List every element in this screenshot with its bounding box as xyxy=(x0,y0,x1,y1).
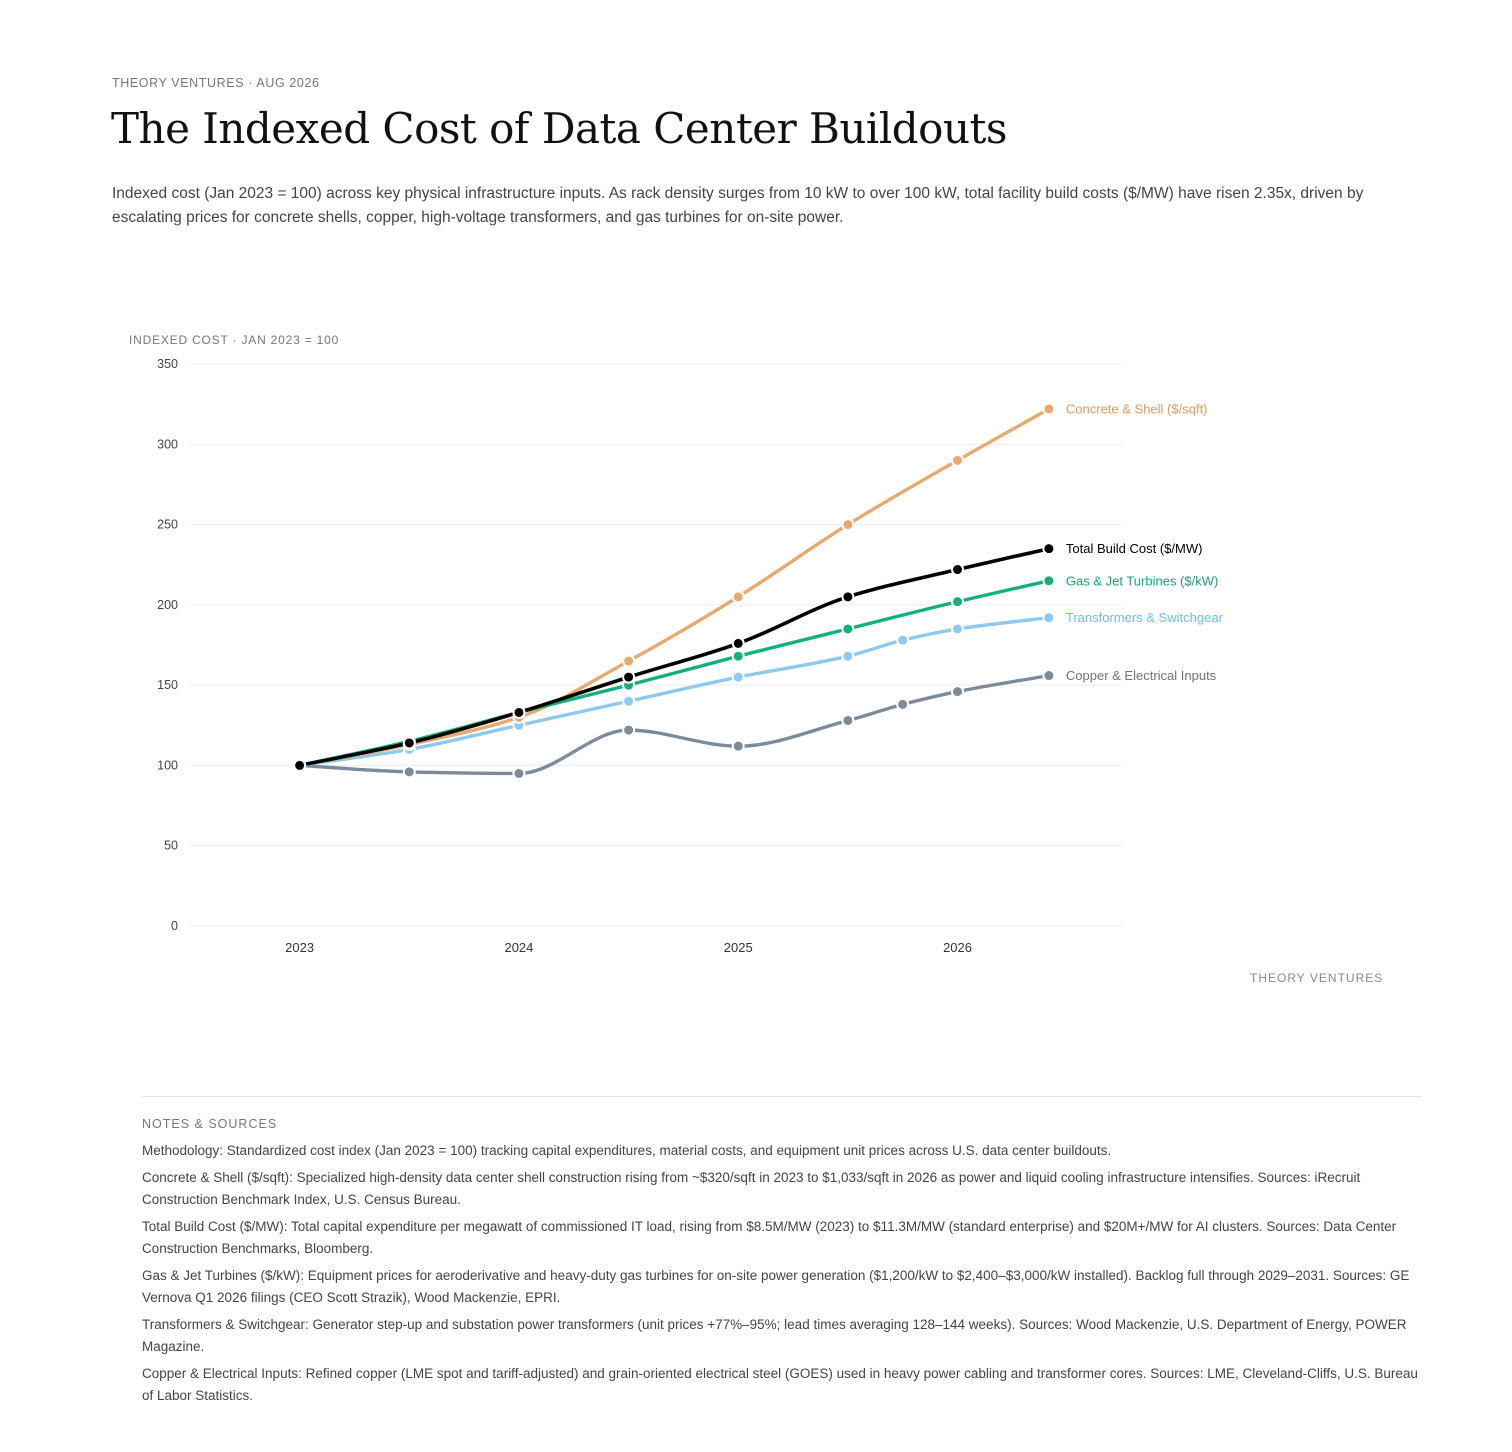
data-point-transformers-switchgear xyxy=(841,649,855,663)
note-copper: Copper & Electrical Inputs: Refined copp… xyxy=(142,1366,1418,1403)
series-label-copper-electrical-inputs: Copper & Electrical Inputs xyxy=(1066,668,1217,683)
data-point-gas-jet-turbines-kw xyxy=(1042,574,1056,588)
data-point-transformers-switchgear xyxy=(622,694,636,708)
series-label-concrete-shell-sqft: Concrete & Shell ($/sqft) xyxy=(1066,401,1208,416)
x-tick-label: 2025 xyxy=(724,940,753,955)
y-tick-label: 0 xyxy=(171,919,178,933)
series-lines xyxy=(297,407,1051,776)
data-point-copper-electrical-inputs xyxy=(951,685,965,699)
data-point-concrete-shell-sqft xyxy=(1042,402,1056,416)
data-point-total-build-cost-mw xyxy=(731,636,745,650)
series-points xyxy=(293,402,1056,780)
axes: 0 50 100 150 200 250 300 350 INDEXED COST · JAN … xyxy=(129,333,972,955)
note-concrete: Concrete & Shell ($/sqft): Specialized h… xyxy=(142,1170,1361,1207)
data-point-transformers-switchgear xyxy=(951,622,965,636)
note-methodology: Methodology: Standardized cost index (Ja… xyxy=(142,1143,1112,1158)
note-turbines: Gas & Jet Turbines ($/kW): Equipment pri… xyxy=(142,1268,1410,1305)
data-point-gas-jet-turbines-kw xyxy=(951,595,965,609)
subtitle: Indexed cost (Jan 2023 = 100) across key… xyxy=(112,185,1364,226)
data-point-concrete-shell-sqft xyxy=(841,518,855,532)
gridlines xyxy=(190,363,1122,927)
y-tick-label: 250 xyxy=(157,518,178,532)
series-line-total-build-cost-mw xyxy=(297,546,1051,768)
data-point-copper-electrical-inputs xyxy=(622,723,636,737)
data-point-concrete-shell-sqft xyxy=(622,654,636,668)
note-total-build: Total Build Cost ($/MW): Total capital e… xyxy=(142,1219,1397,1256)
data-point-total-build-cost-mw xyxy=(841,590,855,604)
eyebrow: THEORY VENTURES · AUG 2026 xyxy=(112,76,320,90)
data-point-copper-electrical-inputs xyxy=(896,697,910,711)
notes-section: NOTES & SOURCES Methodology: Standardize… xyxy=(142,1096,1422,1412)
data-point-transformers-switchgear xyxy=(1042,611,1056,625)
watermark: THEORY VENTURES xyxy=(1250,971,1384,985)
line-chart: 0 50 100 150 200 250 300 350 INDEXED COST · JAN … xyxy=(129,333,1224,955)
series-label-transformers-switchgear: Transformers & Switchgear xyxy=(1066,610,1224,625)
series-line-transformers-switchgear xyxy=(297,616,1051,768)
data-point-transformers-switchgear xyxy=(731,670,745,684)
y-tick-label: 300 xyxy=(157,437,178,451)
series-labels: Copper & Electrical Inputs Transformers &… xyxy=(1066,401,1224,683)
data-point-total-build-cost-mw xyxy=(402,736,416,750)
y-tick-label: 150 xyxy=(157,678,178,692)
y-tick-label: 100 xyxy=(157,758,178,772)
data-point-gas-jet-turbines-kw xyxy=(841,622,855,636)
data-point-copper-electrical-inputs xyxy=(402,765,416,779)
x-tick-label: 2024 xyxy=(504,940,533,955)
data-point-total-build-cost-mw xyxy=(951,563,965,577)
data-point-gas-jet-turbines-kw xyxy=(731,649,745,663)
data-point-copper-electrical-inputs xyxy=(512,766,526,780)
y-axis-label: INDEXED COST · JAN 2023 = 100 xyxy=(129,333,339,347)
series-label-total-build-cost-mw: Total Build Cost ($/MW) xyxy=(1066,541,1203,556)
data-point-concrete-shell-sqft xyxy=(951,453,965,467)
series-line-copper-electrical-inputs xyxy=(297,673,1051,776)
y-tick-label: 350 xyxy=(157,357,178,371)
notes-title: NOTES & SOURCES xyxy=(142,1117,278,1131)
x-tick-label: 2026 xyxy=(943,940,972,955)
series-label-gas-jet-turbines-kw: Gas & Jet Turbines ($/kW) xyxy=(1066,573,1218,588)
data-point-total-build-cost-mw xyxy=(1042,542,1056,556)
note-transformers: Transformers & Switchgear: Generator ste… xyxy=(142,1317,1407,1354)
data-point-copper-electrical-inputs xyxy=(841,713,855,727)
data-point-copper-electrical-inputs xyxy=(1042,669,1056,683)
data-point-total-build-cost-mw xyxy=(622,670,636,684)
y-tick-label: 50 xyxy=(164,839,178,853)
data-point-concrete-shell-sqft xyxy=(731,590,745,604)
data-point-transformers-switchgear xyxy=(896,633,910,647)
data-point-copper-electrical-inputs xyxy=(731,739,745,753)
page-title: The Indexed Cost of Data Center Buildout… xyxy=(111,104,1007,153)
series-line-concrete-shell-sqft xyxy=(297,407,1051,768)
y-tick-label: 200 xyxy=(157,598,178,612)
data-point-total-build-cost-mw xyxy=(512,705,526,719)
data-point-total-build-cost-mw xyxy=(293,758,307,772)
x-tick-label: 2023 xyxy=(285,940,314,955)
